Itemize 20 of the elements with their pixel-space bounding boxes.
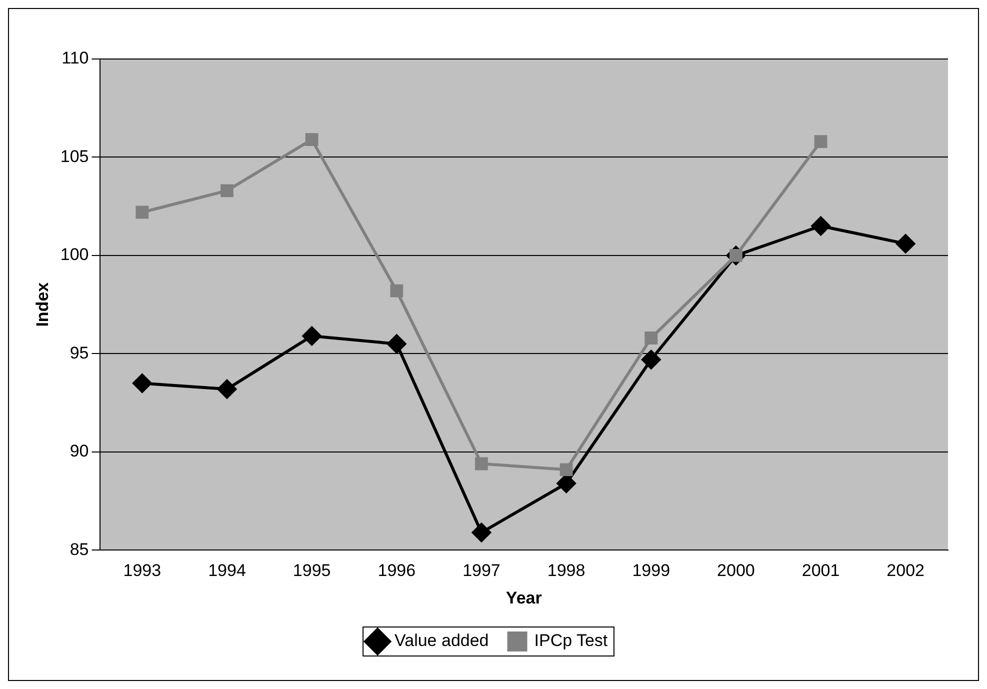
x-axis-title: Year	[506, 588, 542, 608]
y-axis-title: Index	[32, 282, 52, 327]
legend-label: Value added	[394, 631, 489, 650]
x-tick-label: 2001	[802, 561, 840, 580]
y-tick-label: 110	[62, 48, 89, 68]
x-tick-label: 1994	[208, 561, 246, 580]
x-tick-label: 1995	[292, 561, 331, 580]
y-tick-label: 85	[70, 540, 89, 559]
legend-label: IPCp Test	[534, 631, 608, 650]
x-tick-label: 1998	[547, 561, 586, 580]
y-tick-label: 100	[60, 245, 89, 264]
y-tick-label: 95	[70, 343, 89, 362]
x-tick-label: 2002	[886, 561, 924, 580]
x-tick-label: 1999	[632, 561, 670, 580]
x-tick-label: 1996	[378, 561, 416, 580]
x-tick-label: 1997	[462, 561, 500, 580]
x-tick-label: 1993	[123, 561, 162, 580]
x-tick-label: 2000	[717, 561, 755, 580]
y-tick-label: 105	[60, 146, 89, 166]
y-tick-label: 90	[70, 442, 89, 461]
